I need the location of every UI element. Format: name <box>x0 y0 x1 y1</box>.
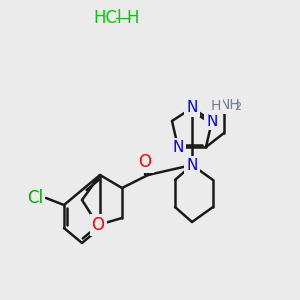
Text: N: N <box>186 100 198 116</box>
Text: NH: NH <box>220 98 240 112</box>
Text: HCl: HCl <box>94 9 122 27</box>
Text: N: N <box>172 140 184 154</box>
Text: Cl: Cl <box>27 189 43 207</box>
Text: —: — <box>115 9 131 27</box>
Text: N: N <box>186 158 198 172</box>
Text: H: H <box>127 9 139 27</box>
Text: O: O <box>92 216 104 234</box>
Text: H: H <box>211 99 221 113</box>
Text: 2: 2 <box>234 102 242 112</box>
Text: N: N <box>206 113 218 128</box>
Text: O: O <box>139 153 152 171</box>
